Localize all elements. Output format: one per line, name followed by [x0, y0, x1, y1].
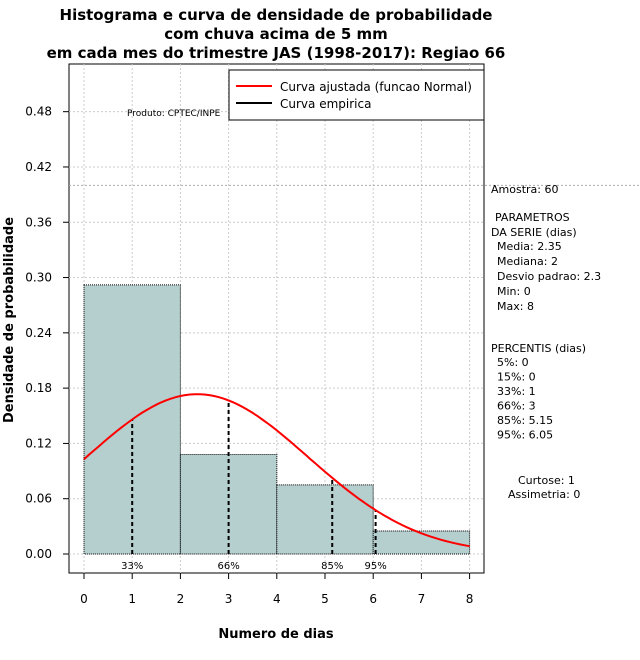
sample-size: Amostra: 60	[491, 183, 558, 196]
percentile-line-text: 66%: 3	[497, 400, 536, 413]
legend: Curva ajustada (funcao Normal) Curva empi…	[228, 69, 485, 121]
x-tick-label: 8	[466, 592, 474, 606]
param-line: Media: 2.35	[497, 240, 562, 253]
x-tick-label: 3	[225, 592, 233, 606]
percentile-label: 85%	[321, 561, 343, 572]
credit-text: Produto: CPTEC/INPE	[127, 109, 221, 119]
y-tick-label: 0.24	[25, 326, 52, 340]
percentile-line-text: 85%: 5.15	[497, 414, 553, 427]
kurtosis: Curtose: 1	[518, 474, 575, 487]
x-tick-label: 1	[128, 592, 136, 606]
param-line: Max: 8	[497, 300, 534, 313]
param-line: Min: 0	[497, 285, 531, 298]
x-axis-title: Numero de dias	[218, 627, 334, 642]
legend-empirical-label: Curva empirica	[280, 97, 371, 111]
y-tick-label: 0.48	[25, 105, 52, 119]
percentile-line-text: 15%: 0	[497, 371, 536, 384]
percentile-label: 95%	[364, 561, 386, 572]
params-title: PARAMETROS	[495, 211, 570, 224]
y-tick-label: 0.36	[25, 215, 52, 229]
histogram-bars	[83, 284, 471, 555]
skewness: Assimetria: 0	[508, 488, 580, 501]
percentile-label: 33%	[121, 561, 143, 572]
chart-title: Histograma e curva de densidade de proba…	[47, 6, 506, 62]
title-line: em cada mes do trimestre JAS (1998-2017)…	[47, 44, 506, 62]
histogram-bar	[372, 530, 471, 555]
y-tick-label: 0.12	[25, 436, 52, 450]
y-tick-label: 0.18	[25, 381, 52, 395]
percentile-line-text: 5%: 0	[497, 356, 529, 369]
axes: 0 1 2 3 4 5 6 7 8 0.00 0.06 0.12 0.18 0.24 0.30 0.36 0.4…	[25, 105, 473, 606]
x-tick-label: 7	[418, 592, 426, 606]
percentile-label: 66%	[217, 561, 239, 572]
fitted-normal-curve	[83, 393, 470, 548]
param-line: Desvio padrao: 2.3	[497, 270, 601, 283]
x-tick-label: 2	[177, 592, 185, 606]
x-tick-label: 6	[369, 592, 377, 606]
percentile-line-text: 33%: 1	[497, 385, 536, 398]
x-tick-label: 0	[80, 592, 88, 606]
params-title: DA SERIE (dias)	[491, 226, 577, 239]
x-tick-label: 4	[273, 592, 281, 606]
y-axis-title: Densidade de probabilidade	[2, 217, 17, 423]
y-tick-label: 0.42	[25, 160, 52, 174]
param-line: Mediana: 2	[497, 255, 558, 268]
y-tick-label: 0.30	[25, 271, 52, 285]
histogram-bar	[276, 484, 374, 555]
y-tick-label: 0.00	[25, 547, 52, 561]
percentis-title: PERCENTIS (dias)	[491, 342, 586, 355]
percentile-line-text: 95%: 6.05	[497, 429, 553, 442]
x-tick-label: 5	[321, 592, 329, 606]
y-tick-label: 0.06	[25, 492, 52, 506]
percentile-markers: 33% 66% 85% 95%	[121, 400, 387, 572]
title-line: Histograma e curva de densidade de proba…	[60, 6, 493, 24]
title-line: com chuva acima de 5 mm	[164, 25, 388, 43]
legend-fitted-label: Curva ajustada (funcao Normal)	[280, 80, 472, 94]
legend-box	[228, 69, 485, 121]
